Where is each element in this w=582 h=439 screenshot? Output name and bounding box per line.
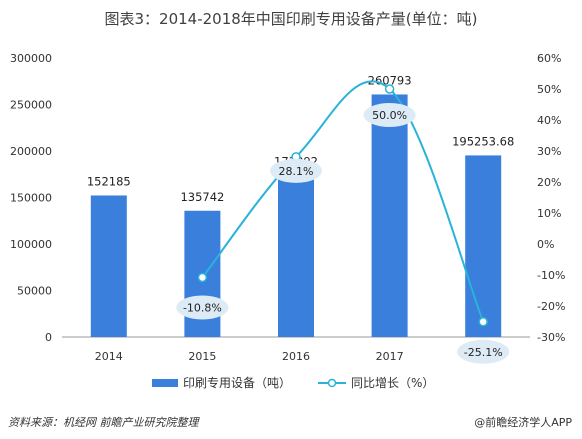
brand-label: @前瞻经济学人APP <box>474 416 572 429</box>
growth-point <box>197 272 208 283</box>
bar-value-label: 152185 <box>87 174 131 188</box>
right-tick-label: -20% <box>537 300 565 313</box>
x-axis: 20142015201620172018 <box>95 350 497 363</box>
bar-series: 152185135742173892260793195253.68 <box>87 73 514 337</box>
right-axis: -30% -20% -10% 0% 10% 20% 30% 40% 50% 60% <box>537 52 565 344</box>
growth-line <box>201 80 485 323</box>
right-tick-label: 0% <box>537 238 554 251</box>
right-tick-label: 30% <box>537 145 561 158</box>
x-tick-label: 2015 <box>188 350 216 363</box>
left-tick-label: 200000 <box>10 145 52 158</box>
growth-value-label: -25.1% <box>464 346 503 359</box>
right-tick-label: 50% <box>537 83 561 96</box>
left-tick-label: 100000 <box>10 238 52 251</box>
growth-label-bubble <box>363 103 416 127</box>
bar-value-label: 260793 <box>368 73 412 87</box>
bar <box>278 175 314 337</box>
chart-title: 图表3：2014-2018年中国印刷专用设备产量(单位：吨) <box>104 10 478 28</box>
left-axis: 0 50000 100000 150000 200000 250000 300000 <box>10 52 52 344</box>
left-tick-label: 0 <box>45 331 52 344</box>
x-tick-label: 2017 <box>376 350 404 363</box>
growth-label-bubble <box>270 158 322 183</box>
x-tick-label: 2016 <box>282 350 310 363</box>
line-series: -10.8% 28.1% 50.0% -25.1% <box>176 80 510 364</box>
legend-line-marker <box>327 378 337 388</box>
legend-bar-label: 印刷专用设备（吨） <box>183 375 291 390</box>
bar <box>90 195 127 337</box>
left-tick-label: 300000 <box>10 52 52 65</box>
growth-label-bubble <box>457 339 510 364</box>
growth-label-bubble <box>176 295 229 320</box>
growth-point <box>478 317 488 327</box>
legend-bar-swatch <box>152 379 178 387</box>
right-tick-label: 60% <box>537 52 561 65</box>
bar-value-label: 135742 <box>180 190 224 204</box>
left-tick-label: 150000 <box>10 192 52 205</box>
legend: 印刷专用设备（吨） 同比增长（%） <box>152 375 434 390</box>
left-tick-label: 50000 <box>17 285 52 298</box>
legend-line-label: 同比增长（%） <box>351 376 434 390</box>
bar-value-label: 195253.68 <box>452 134 514 148</box>
bar <box>465 155 502 337</box>
bar <box>371 94 408 337</box>
x-tick-label: 2014 <box>95 350 123 363</box>
right-tick-label: -10% <box>537 269 565 282</box>
growth-value-label: 50.0% <box>372 109 407 122</box>
growth-value-label: 28.1% <box>279 165 314 178</box>
left-tick-label: 250000 <box>10 99 52 112</box>
right-tick-label: 10% <box>537 207 561 220</box>
source-note: 资料来源：机经网 前瞻产业研究院整理 <box>8 416 199 429</box>
right-tick-label: 40% <box>537 114 561 127</box>
right-tick-label: 20% <box>537 176 561 189</box>
growth-point <box>384 84 395 94</box>
right-tick-label: -30% <box>537 331 565 344</box>
growth-value-label: -10.8% <box>183 301 222 314</box>
